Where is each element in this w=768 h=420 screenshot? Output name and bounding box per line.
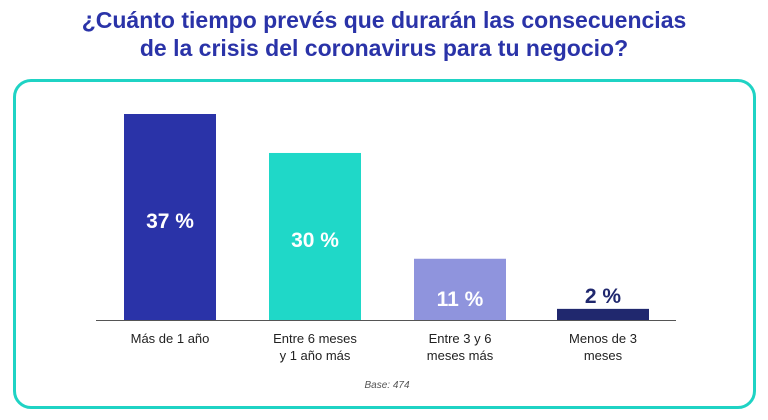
base-note: Base: 474 <box>364 380 409 391</box>
category-label-4-line-1: Menos de 3 <box>569 331 637 346</box>
bar-4 <box>557 308 649 320</box>
category-label-2-line-1: Entre 6 meses <box>273 331 357 346</box>
category-labels: Más de 1 año Entre 6 meses y 1 año más Entr… <box>131 331 637 363</box>
bar-value-label-4: 2 % <box>585 285 622 308</box>
category-label-4-line-2: meses <box>584 348 623 363</box>
category-label-2-line-2: y 1 año más <box>280 348 351 363</box>
chart-title-line-2: de la crisis del coronavirus para tu neg… <box>139 35 629 61</box>
chart-title-line-1: ¿Cuánto tiempo prevés que durarán las co… <box>81 7 687 33</box>
bar-1 <box>124 114 216 320</box>
bar-2 <box>269 152 361 320</box>
bars-group: 37 % 30 % 11 % 2 % <box>124 114 649 320</box>
chart-title: ¿Cuánto tiempo prevés que durarán las co… <box>0 6 768 62</box>
bar-value-label-2: 30 % <box>291 229 339 252</box>
category-label-3-line-2: meses más <box>427 348 494 363</box>
category-label-1-line-1: Más de 1 año <box>131 331 210 346</box>
bar-value-label-3: 11 % <box>437 288 484 311</box>
bar-value-label-1: 37 % <box>146 210 194 233</box>
bar-3 <box>414 258 506 320</box>
category-label-3-line-1: Entre 3 y 6 <box>429 331 492 346</box>
